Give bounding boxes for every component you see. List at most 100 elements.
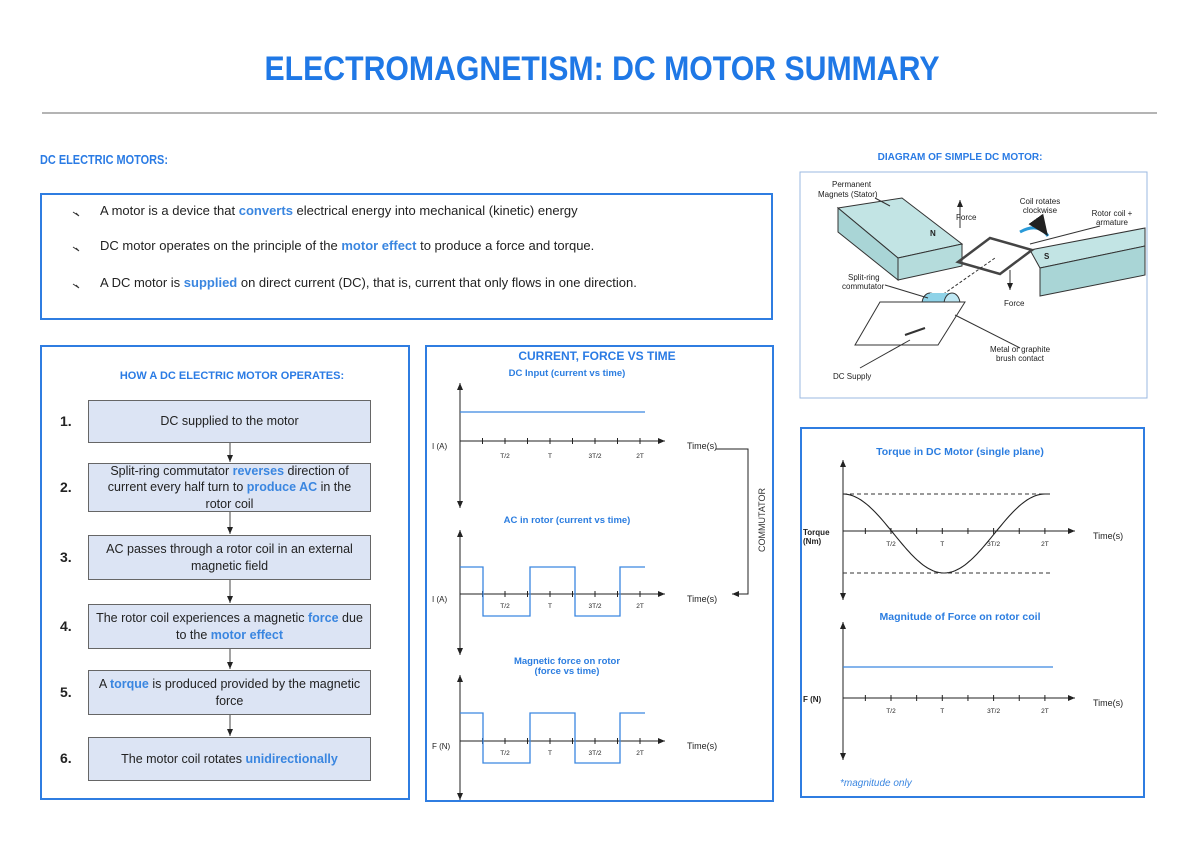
step-number: 3.: [60, 548, 72, 565]
x-tick-label: T: [548, 453, 552, 460]
text: DC motor operates on the principle of th…: [100, 238, 342, 253]
x-tick-label: T/2: [886, 708, 896, 715]
step-box: DC supplied to the motor: [88, 400, 371, 443]
diagram-label: brush contact: [996, 354, 1045, 363]
x-tick-label: 3T/2: [588, 750, 601, 757]
y-axis-label: F (N): [432, 742, 451, 751]
steps-heading: HOW A DC ELECTRIC MOTOR OPERATES:: [120, 370, 344, 382]
diagram-label: Metal or graphite: [990, 345, 1051, 354]
y-axis-label: I (A): [432, 442, 447, 451]
x-axis-label: Time(s): [1093, 531, 1123, 541]
torque-box: [800, 427, 1145, 798]
panel-title: Magnetic force on rotor: [514, 656, 620, 667]
text: A DC motor is: [100, 275, 184, 290]
diagram-label: Force: [956, 213, 977, 222]
x-tick-label: T: [548, 750, 552, 757]
x-tick-label: 2T: [1041, 708, 1049, 715]
diagram-label: armature: [1096, 218, 1129, 227]
page-title: ELECTROMAGNETISM: DC MOTOR SUMMARY: [265, 50, 940, 88]
highlight: force: [308, 611, 339, 626]
x-axis-label: Time(s): [687, 741, 717, 751]
diagram-label: Force: [1004, 299, 1025, 308]
step-number: 6.: [60, 750, 72, 766]
text: The motor coil rotates: [121, 751, 246, 766]
step-number: 2.: [60, 478, 72, 495]
highlight: supplied: [183, 275, 238, 290]
diagram-label: Split-ring: [848, 273, 880, 282]
panel-title: (force vs time): [535, 666, 600, 677]
text: on direct current (DC), that is, current…: [237, 275, 637, 290]
highlight: converts: [238, 203, 293, 218]
text: A: [98, 677, 110, 692]
diagram-label: clockwise: [1023, 206, 1058, 215]
steps-box: [40, 345, 410, 800]
highlight: motor effect: [341, 238, 417, 253]
diagram-heading: DIAGRAM OF SIMPLE DC MOTOR:: [878, 152, 1043, 163]
x-tick-label: 2T: [636, 750, 644, 757]
diagram-labels: Permanent Magnets (Stator) N S Force Coi…: [818, 180, 1133, 381]
step-box: Split-ring commutator reverses direction…: [88, 463, 371, 512]
y-axis-label: Torque: [803, 528, 830, 537]
text: AC passes through a rotor coil in an ext…: [106, 542, 353, 573]
diagram-label: Permanent: [832, 180, 872, 189]
highlight: motor effect: [210, 627, 283, 642]
panel-title: DC Input (current vs time): [509, 368, 626, 379]
step-number: 1.: [60, 412, 72, 429]
section-heading: DC ELECTRIC MOTORS:: [40, 152, 168, 167]
text: due to the: [176, 611, 363, 642]
x-axis-label: Time(s): [1093, 698, 1123, 708]
step-box: The motor coil rotates unidirectionally: [88, 737, 371, 781]
x-axis-label: Time(s): [687, 594, 717, 604]
highlight: produce AC: [246, 480, 318, 495]
step-text: The motor coil rotates unidirectionally: [121, 751, 338, 767]
note: *magnitude only: [840, 778, 913, 789]
x-tick-label: T/2: [886, 541, 896, 548]
x-tick-label: 3T/2: [987, 541, 1000, 548]
text: Split-ring commutator: [110, 464, 233, 479]
x-tick-label: T/2: [500, 453, 510, 460]
step-box: A torque is produced provided by the mag…: [88, 670, 371, 715]
x-tick-label: 3T/2: [588, 603, 601, 610]
text: A motor is a device that: [100, 203, 239, 218]
step-text: DC supplied to the motor: [160, 413, 298, 429]
text: electrical energy into mechanical (kinet…: [292, 203, 578, 218]
panel-title: AC in rotor (current vs time): [504, 515, 631, 526]
commutator-arrow: [716, 448, 749, 597]
text: direction of current every half turn to: [107, 464, 349, 495]
bullet: A DC motor is supplied on direct current…: [100, 275, 637, 290]
step-number: 5.: [60, 683, 72, 700]
bullet: DC motor operates on the principle of th…: [100, 238, 594, 253]
y-axis-label: F (N): [803, 695, 822, 704]
x-tick-label: 3T/2: [588, 453, 601, 460]
side-label: COMMUTATOR: [757, 488, 767, 552]
bullet-markers: [72, 211, 80, 289]
torque-curve: [842, 493, 1050, 574]
signal: [460, 712, 645, 764]
x-tick-label: 2T: [636, 453, 644, 460]
text: DC supplied to the motor: [160, 414, 299, 429]
x-tick-label: 3T/2: [987, 708, 1000, 715]
step-text: The rotor coil experiences a magnetic fo…: [95, 610, 364, 643]
text: to produce a force and torque.: [416, 238, 595, 253]
step-box: AC passes through a rotor coil in an ext…: [88, 535, 371, 580]
diagram-label: Magnets (Stator): [818, 190, 878, 199]
diagram-label: commutator: [842, 282, 885, 291]
text: is produced provided by the magnetic for…: [148, 677, 361, 708]
x-tick-label: T: [548, 603, 552, 610]
x-tick-label: T/2: [500, 603, 510, 610]
panel-title: Torque in DC Motor (single plane): [876, 446, 1044, 458]
motor-diagram: [836, 197, 1146, 369]
x-tick-label: T/2: [500, 750, 510, 757]
x-axis-label: Time(s): [687, 441, 717, 451]
diagram-label: S: [1044, 252, 1050, 261]
panel-title: Magnitude of Force on rotor coil: [880, 611, 1041, 623]
x-tick-label: T: [940, 708, 944, 715]
graphs-heading: CURRENT, FORCE VS TIME: [518, 349, 675, 363]
step-number: 4.: [60, 617, 72, 634]
highlight: unidirectionally: [245, 751, 338, 766]
y-axis-label: I (A): [432, 595, 447, 604]
step-text: A torque is produced provided by the mag…: [95, 676, 364, 709]
text: in the rotor coil: [205, 480, 352, 511]
